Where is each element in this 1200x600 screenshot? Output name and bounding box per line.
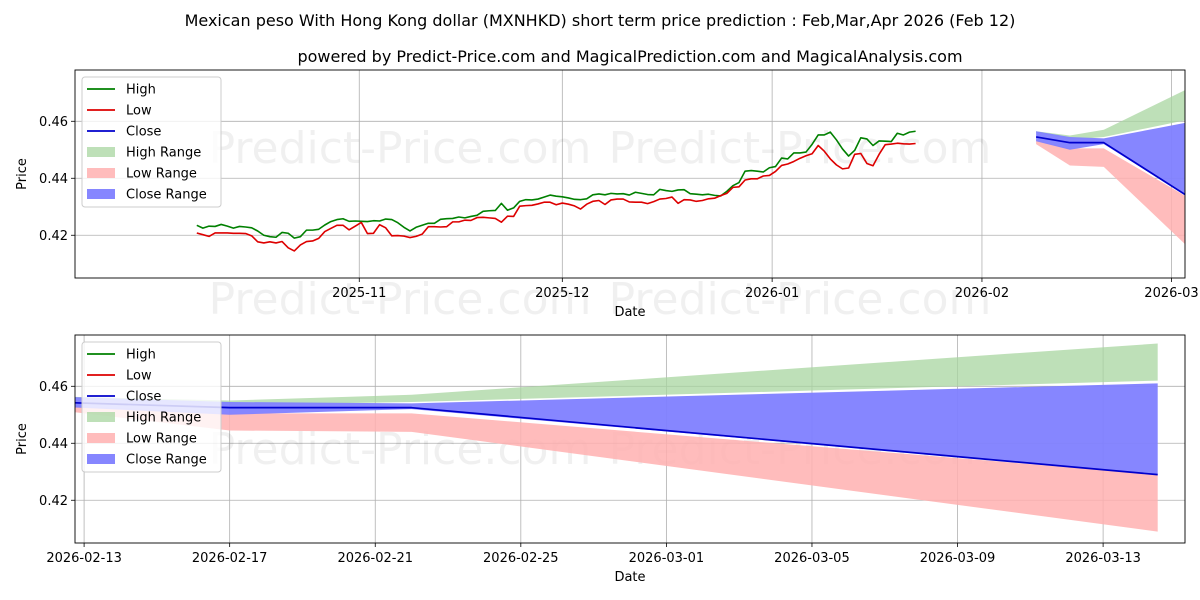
watermark-text: Predict-Price.com — [609, 123, 992, 174]
y-tick-label: 0.42 — [39, 229, 68, 244]
x-tick-label: 2026-03-13 — [1065, 551, 1141, 566]
chart-subtitle: powered by Predict-Price.com and Magical… — [297, 47, 962, 66]
grid — [75, 70, 1185, 278]
y-tick-label: 0.46 — [39, 115, 68, 130]
legend-label: Close Range — [126, 188, 207, 203]
legend-swatch — [87, 412, 115, 422]
legend-label: High Range — [126, 146, 201, 161]
legend-label: High — [126, 348, 156, 363]
plot-area — [196, 90, 1185, 252]
x-tick-label: 2026-02-17 — [192, 551, 268, 566]
x-axis-label: Date — [614, 570, 645, 585]
chart-panel-2: Predict-Price.comPredict-Price.com2026-0… — [15, 334, 1186, 585]
legend-label: Low Range — [126, 167, 197, 182]
legend: High Low Close High Range Low Range Close Ran… — [81, 341, 222, 473]
x-tick-label: 2025-12 — [535, 286, 589, 301]
legend-label: Low Range — [126, 432, 197, 447]
legend-swatch — [87, 433, 115, 443]
y-axis-label: Price — [15, 423, 30, 455]
watermark-text: Predict-Price.com — [209, 274, 592, 325]
high-series-line — [196, 130, 916, 239]
axis-ticks: 2026-02-13 2026-02-17 2026-02-21 2026-02-25… — [39, 380, 1141, 566]
low-series-line — [196, 142, 916, 252]
legend-swatch — [87, 454, 115, 464]
legend-label: Close — [126, 125, 161, 140]
legend-label: High — [126, 83, 156, 98]
x-tick-label: 2026-02-21 — [337, 551, 413, 566]
legend-label: Close — [126, 390, 161, 405]
watermark-text: Predict-Price.com — [609, 274, 992, 325]
x-tick-label: 2026-02-13 — [46, 551, 122, 566]
high-range-band — [1036, 90, 1185, 140]
legend-swatch — [87, 147, 115, 157]
watermark: Predict-Price.com Predict-Price.com Predic… — [209, 123, 992, 325]
x-tick-label: 2026-02 — [955, 286, 1009, 301]
x-tick-label: 2025-11 — [332, 286, 386, 301]
close-range-band — [75, 383, 1158, 475]
close-forecast-line — [1035, 136, 1185, 196]
axes-frame — [74, 69, 1186, 279]
x-tick-label: 2026-03-01 — [629, 551, 705, 566]
chart-title: Mexican peso With Hong Kong dollar (MXNH… — [185, 11, 1016, 30]
legend: High Low Close High Range Low Range Close Ran… — [81, 76, 222, 208]
x-tick-label: 2026-03 — [1144, 286, 1198, 301]
x-axis-label: Date — [614, 305, 645, 320]
y-axis-label: Price — [15, 158, 30, 190]
legend-label: Low — [126, 104, 152, 119]
legend-swatch — [87, 168, 115, 178]
high-range-band — [75, 343, 1158, 405]
y-tick-label: 0.42 — [39, 494, 68, 509]
legend-label: Close Range — [126, 453, 207, 468]
x-tick-label: 2026-01 — [745, 286, 799, 301]
y-tick-label: 0.46 — [39, 380, 68, 395]
axes-frame — [74, 334, 1186, 544]
legend-label: Low — [126, 369, 152, 384]
legend-label: High Range — [126, 411, 201, 426]
watermark-text: Predict-Price.com — [209, 123, 592, 174]
y-tick-label: 0.44 — [39, 172, 68, 187]
low-range-band — [1036, 139, 1185, 245]
legend-swatch — [87, 189, 115, 199]
x-tick-label: 2026-02-25 — [483, 551, 559, 566]
legend-box — [81, 76, 222, 208]
legend-box — [81, 341, 222, 473]
close-range-band — [1036, 122, 1185, 195]
chart-panel-1: Predict-Price.com Predict-Price.com Predic… — [15, 69, 1199, 325]
y-tick-label: 0.44 — [39, 437, 68, 452]
axis-ticks: 2025-11 2025-12 2026-01 2026-02 2026-03 0.42 0… — [39, 115, 1199, 301]
x-tick-label: 2026-03-05 — [774, 551, 850, 566]
x-tick-label: 2026-03-09 — [920, 551, 996, 566]
